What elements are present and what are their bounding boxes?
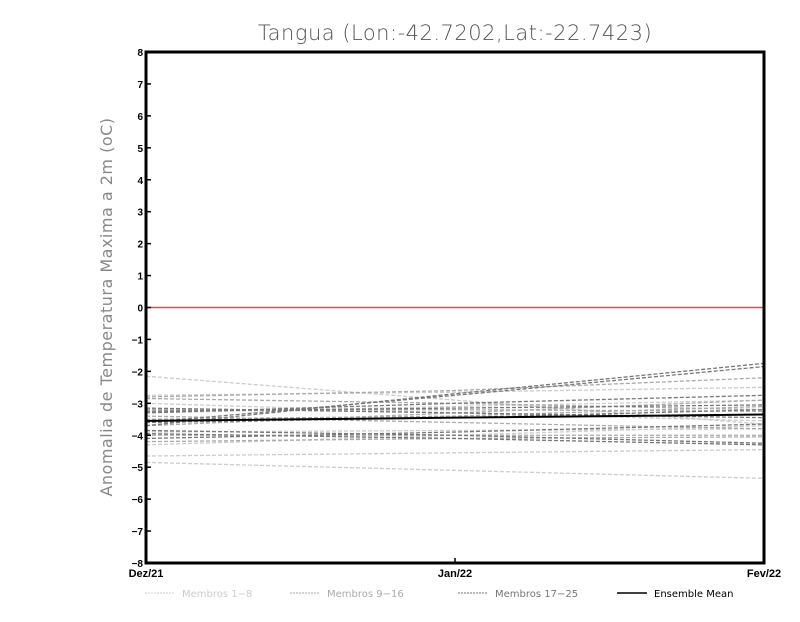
y-tick-label: 5 [137,144,143,155]
y-tick-label: 4 [137,176,143,187]
y-tick-label: 6 [137,112,143,123]
x-tick-label: Jan/22 [438,568,472,580]
member-line-2 [145,448,765,457]
y-tick-label: −1 [132,335,144,346]
y-tick-label: 8 [137,48,143,59]
member-line-21 [145,433,765,446]
member-line-25 [145,423,765,440]
legend: Membros 1−8 Membros 9−16 Membros 17−25 Ense… [145,589,733,600]
member-line-18 [145,365,765,424]
ensemble-mean-line [145,413,765,422]
member-line-9 [145,377,765,398]
y-tick-label: −5 [132,463,144,474]
y-tick-label: −4 [132,431,144,442]
y-tick-label: 2 [137,240,143,251]
legend-label: Membros 17−25 [495,589,578,600]
x-tick-label: Dez/21 [129,568,164,580]
member-line-16 [145,415,765,430]
y-tick-label: 0 [137,304,143,315]
x-tick-label: Fev/22 [747,568,781,580]
y-tick-label: −7 [132,527,144,538]
chart-title: Tangua (Lon:-42.7202,Lat:-22.7423) [258,21,652,45]
member-line-3 [145,461,765,480]
legend-label: Ensemble Mean [654,589,733,600]
member-line-23 [145,407,765,419]
y-tick-label: −3 [132,399,144,410]
y-axis-label: Anomalia de Temperatura Maxima a 2m (oC) [97,117,116,496]
member-line-4 [145,386,765,396]
legend-label: Membros 9−16 [327,589,404,600]
y-axis: −8 −7 −6 −5 −4 −3 −2 −1 0 1 2 3 4 5 6 7 8 [132,48,151,570]
x-axis: Dez/21 Jan/22 Fev/22 [129,558,781,580]
y-tick-label: −2 [132,367,144,378]
y-tick-label: 1 [137,272,143,283]
member-line-20 [145,429,765,444]
member-line-17 [145,362,765,427]
y-tick-label: 7 [137,80,143,91]
y-tick-label: 3 [137,208,143,219]
y-tick-label: −6 [132,495,144,506]
legend-label: Membros 1−8 [182,589,252,600]
y-tick-label: −8 [132,559,144,570]
series-layer [145,362,765,480]
